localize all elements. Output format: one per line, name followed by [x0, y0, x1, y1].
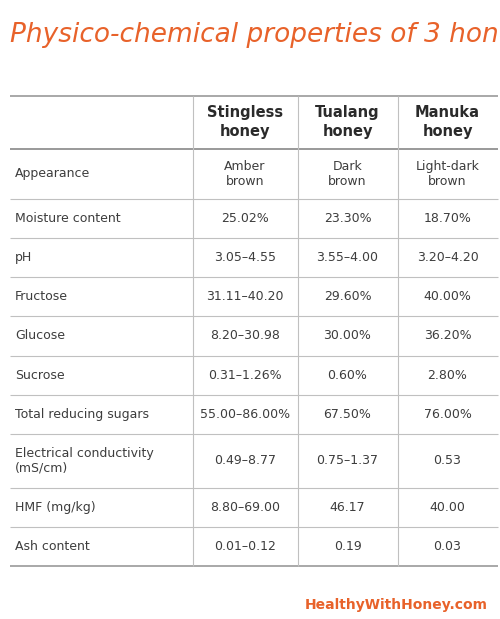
Text: Physico-chemical properties of 3 honeys: Physico-chemical properties of 3 honeys	[10, 22, 500, 48]
Text: 3.20–4.20: 3.20–4.20	[416, 251, 478, 264]
Text: 2.80%: 2.80%	[428, 368, 468, 381]
Text: 55.00–86.00%: 55.00–86.00%	[200, 407, 290, 420]
Text: Stingless
honey: Stingless honey	[207, 105, 283, 139]
Text: 0.60%: 0.60%	[328, 368, 368, 381]
Text: 31.11–40.20: 31.11–40.20	[206, 290, 284, 303]
Text: Electrical conductivity
(mS/cm): Electrical conductivity (mS/cm)	[15, 447, 154, 475]
Text: Amber
brown: Amber brown	[224, 160, 266, 188]
Text: 3.55–4.00: 3.55–4.00	[316, 251, 378, 264]
Text: 46.17: 46.17	[330, 501, 366, 514]
Text: 0.31–1.26%: 0.31–1.26%	[208, 368, 282, 381]
Text: 67.50%: 67.50%	[324, 407, 372, 420]
Text: 29.60%: 29.60%	[324, 290, 372, 303]
Text: Sucrose: Sucrose	[15, 368, 64, 381]
Text: 0.03: 0.03	[434, 540, 462, 553]
Text: 8.80–69.00: 8.80–69.00	[210, 501, 280, 514]
Text: 36.20%: 36.20%	[424, 329, 472, 342]
Text: 8.20–30.98: 8.20–30.98	[210, 329, 280, 342]
Text: Ash content: Ash content	[15, 540, 90, 553]
Text: pH: pH	[15, 251, 32, 264]
Text: Fructose: Fructose	[15, 290, 68, 303]
Text: 0.53: 0.53	[434, 454, 462, 467]
Text: 3.05–4.55: 3.05–4.55	[214, 251, 276, 264]
Text: 30.00%: 30.00%	[324, 329, 372, 342]
Text: 23.30%: 23.30%	[324, 212, 372, 225]
Text: Glucose: Glucose	[15, 329, 65, 342]
Text: 40.00: 40.00	[430, 501, 466, 514]
Text: Dark
brown: Dark brown	[328, 160, 367, 188]
Text: HMF (mg/kg): HMF (mg/kg)	[15, 501, 96, 514]
Text: 0.75–1.37: 0.75–1.37	[316, 454, 378, 467]
Text: HealthyWithHoney.com: HealthyWithHoney.com	[304, 597, 488, 612]
Text: Total reducing sugars: Total reducing sugars	[15, 407, 149, 420]
Text: 40.00%: 40.00%	[424, 290, 472, 303]
Text: Appearance: Appearance	[15, 168, 90, 181]
Text: 0.49–8.77: 0.49–8.77	[214, 454, 276, 467]
Text: 18.70%: 18.70%	[424, 212, 472, 225]
Text: Moisture content: Moisture content	[15, 212, 120, 225]
Text: 25.02%: 25.02%	[221, 212, 269, 225]
Text: 0.19: 0.19	[334, 540, 361, 553]
Text: 0.01–0.12: 0.01–0.12	[214, 540, 276, 553]
Text: Manuka
honey: Manuka honey	[415, 105, 480, 139]
Text: 76.00%: 76.00%	[424, 407, 472, 420]
Text: Light-dark
brown: Light-dark brown	[416, 160, 480, 188]
Text: Tualang
honey: Tualang honey	[315, 105, 380, 139]
